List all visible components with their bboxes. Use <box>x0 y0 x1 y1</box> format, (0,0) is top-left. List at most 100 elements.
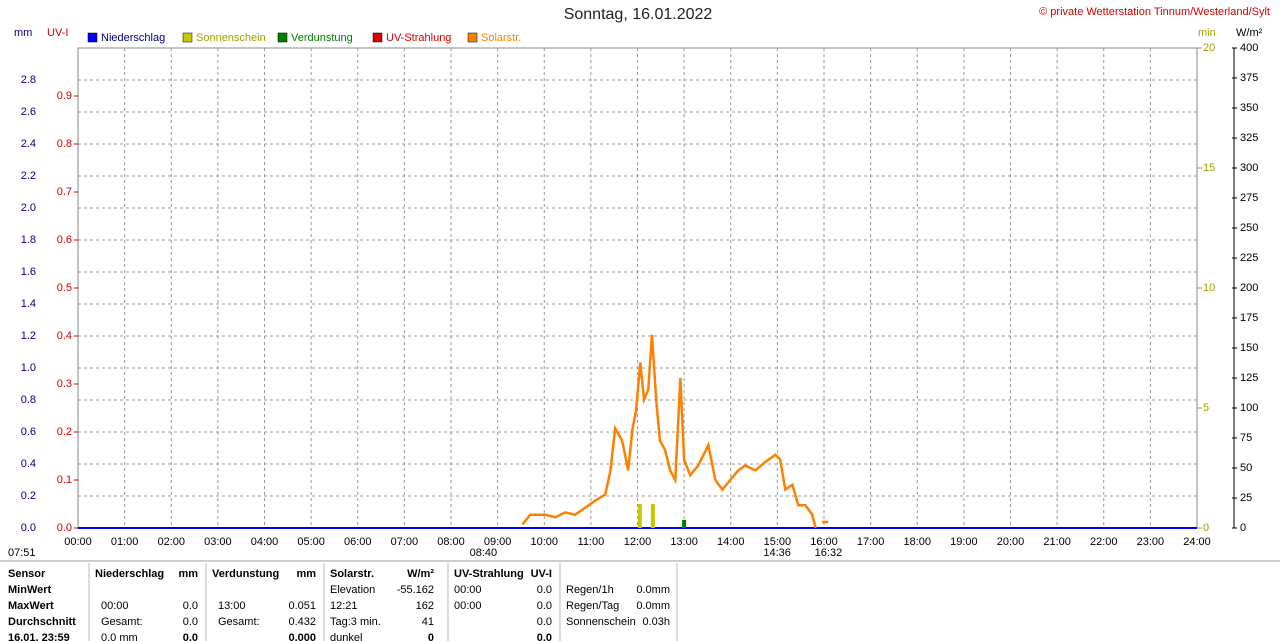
x-tick-label: 18:00 <box>903 536 931 548</box>
x-tick-label: 17:00 <box>857 536 885 548</box>
table-cell: 162 <box>416 600 434 612</box>
series-bar <box>637 504 642 528</box>
table-cell: 0.432 <box>288 616 316 628</box>
uv-tick-label: 0.4 <box>57 330 72 342</box>
x-tick-label: 00:00 <box>64 536 92 548</box>
table-cell: dunkel <box>330 632 362 641</box>
y-tick-label: 1.6 <box>21 266 36 278</box>
x-tick-label: 09:00 <box>484 536 512 548</box>
x-tick-label: 24:00 <box>1183 536 1211 548</box>
table-cell: Tag:3 min. <box>330 616 381 628</box>
table-cell: Elevation <box>330 584 375 596</box>
y2-tick-label: 50 <box>1240 462 1252 474</box>
legend-swatch <box>182 32 193 43</box>
y2-tick-label: 175 <box>1240 312 1258 324</box>
uv-tick-label: 0.6 <box>57 234 72 246</box>
x-tick-label: 11:00 <box>578 536 605 548</box>
y2-tick-label: 225 <box>1240 252 1258 264</box>
y2-tick-label: 100 <box>1240 402 1258 414</box>
y-tick-label: 1.2 <box>21 330 36 342</box>
min-tick-label: 0 <box>1203 522 1209 534</box>
table-cell: 0.0 <box>537 600 552 612</box>
y-axis-label: mm <box>14 27 32 39</box>
x-tick-label: 22:00 <box>1090 536 1118 548</box>
uv-tick-label: 0.8 <box>57 138 72 150</box>
y2-tick-label: 250 <box>1240 222 1258 234</box>
sun-marker: 14:36 <box>763 547 791 559</box>
uv-tick-label: 0.1 <box>57 474 72 486</box>
x-tick-label: 20:00 <box>997 536 1025 548</box>
legend-label: Sonnenschein <box>196 32 266 44</box>
table-cell: 0.0 mm <box>101 632 138 641</box>
legend-label: Niederschlag <box>101 32 165 44</box>
x-tick-label: 05:00 <box>297 536 325 548</box>
y2-tick-label: 300 <box>1240 162 1258 174</box>
legend-label: UV-Strahlung <box>386 32 451 44</box>
y-tick-label: 0.8 <box>21 394 36 406</box>
uv-tick-label: 0.5 <box>57 282 72 294</box>
y2-tick-label: 125 <box>1240 372 1258 384</box>
y2-axis-label: W/m² <box>1236 27 1263 39</box>
y2-tick-label: 400 <box>1240 42 1258 54</box>
credit: © private Wetterstation Tinnum/Westerlan… <box>1039 6 1270 18</box>
row-label: MaxWert <box>8 600 54 612</box>
series-bar <box>682 519 687 528</box>
table-cell: 0.0 <box>537 584 552 596</box>
x-tick-label: 21:00 <box>1043 536 1071 548</box>
min-axis-label: min <box>1198 27 1216 39</box>
legend-label: Solarstr. <box>481 32 521 44</box>
y-tick-label: 2.8 <box>21 74 36 86</box>
y-tick-label: 0.6 <box>21 426 36 438</box>
table-cell: Regen/Tag <box>566 600 619 612</box>
table-cell: 0 <box>428 632 434 641</box>
min-tick-label: 20 <box>1203 42 1215 54</box>
y-tick-label: 2.6 <box>21 106 36 118</box>
y-tick-label: 1.4 <box>21 298 36 310</box>
y2-tick-label: 375 <box>1240 72 1258 84</box>
table-cell: 0.0 <box>537 616 552 628</box>
column-header: UV-I <box>531 568 552 580</box>
x-tick-label: 10:00 <box>530 536 558 548</box>
table-cell: 0.0 <box>183 632 198 641</box>
y2-tick-label: 275 <box>1240 192 1258 204</box>
uv-axis-label: UV-I <box>47 27 68 39</box>
table-cell: 00:00 <box>101 600 129 612</box>
sun-marker: 07:51 <box>8 547 36 559</box>
min-tick-label: 15 <box>1203 162 1215 174</box>
x-tick-label: 15:00 <box>764 536 792 548</box>
y-tick-label: 2.2 <box>21 170 36 182</box>
x-tick-label: 08:00 <box>437 536 465 548</box>
y-tick-label: 0.4 <box>21 458 36 470</box>
table-cell: Gesamt: <box>218 616 260 628</box>
table-cell: Sonnenschein <box>566 616 636 628</box>
table-cell: 0.03h <box>642 616 670 628</box>
y2-tick-label: 75 <box>1240 432 1252 444</box>
column-header: Niederschlag <box>95 568 164 580</box>
uv-tick-label: 0.0 <box>57 522 72 534</box>
x-tick-label: 14:00 <box>717 536 745 548</box>
y2-tick-label: 25 <box>1240 492 1252 504</box>
uv-tick-label: 0.9 <box>57 90 72 102</box>
legend-swatch <box>277 32 288 43</box>
x-tick-label: 13:00 <box>670 536 698 548</box>
column-header: mm <box>178 568 198 580</box>
y2-tick-label: 325 <box>1240 132 1258 144</box>
table-cell: 0.0mm <box>636 600 670 612</box>
table-cell: 41 <box>422 616 434 628</box>
x-tick-label: 12:00 <box>624 536 652 548</box>
legend-swatch <box>87 32 98 43</box>
row-label: 16.01. 23:59 <box>8 632 70 641</box>
sun-marker: 16:32 <box>815 547 843 559</box>
x-tick-label: 04:00 <box>251 536 279 548</box>
x-tick-label: 07:00 <box>391 536 419 548</box>
x-tick-label: 16:00 <box>810 536 838 548</box>
row-label: Durchschnitt <box>8 616 76 628</box>
row-label: Sensor <box>8 568 46 580</box>
x-tick-label: 03:00 <box>204 536 232 548</box>
row-label: MinWert <box>8 584 52 596</box>
legend-swatch <box>372 32 383 43</box>
y-tick-label: 1.8 <box>21 234 36 246</box>
table-cell: 13:00 <box>218 600 246 612</box>
